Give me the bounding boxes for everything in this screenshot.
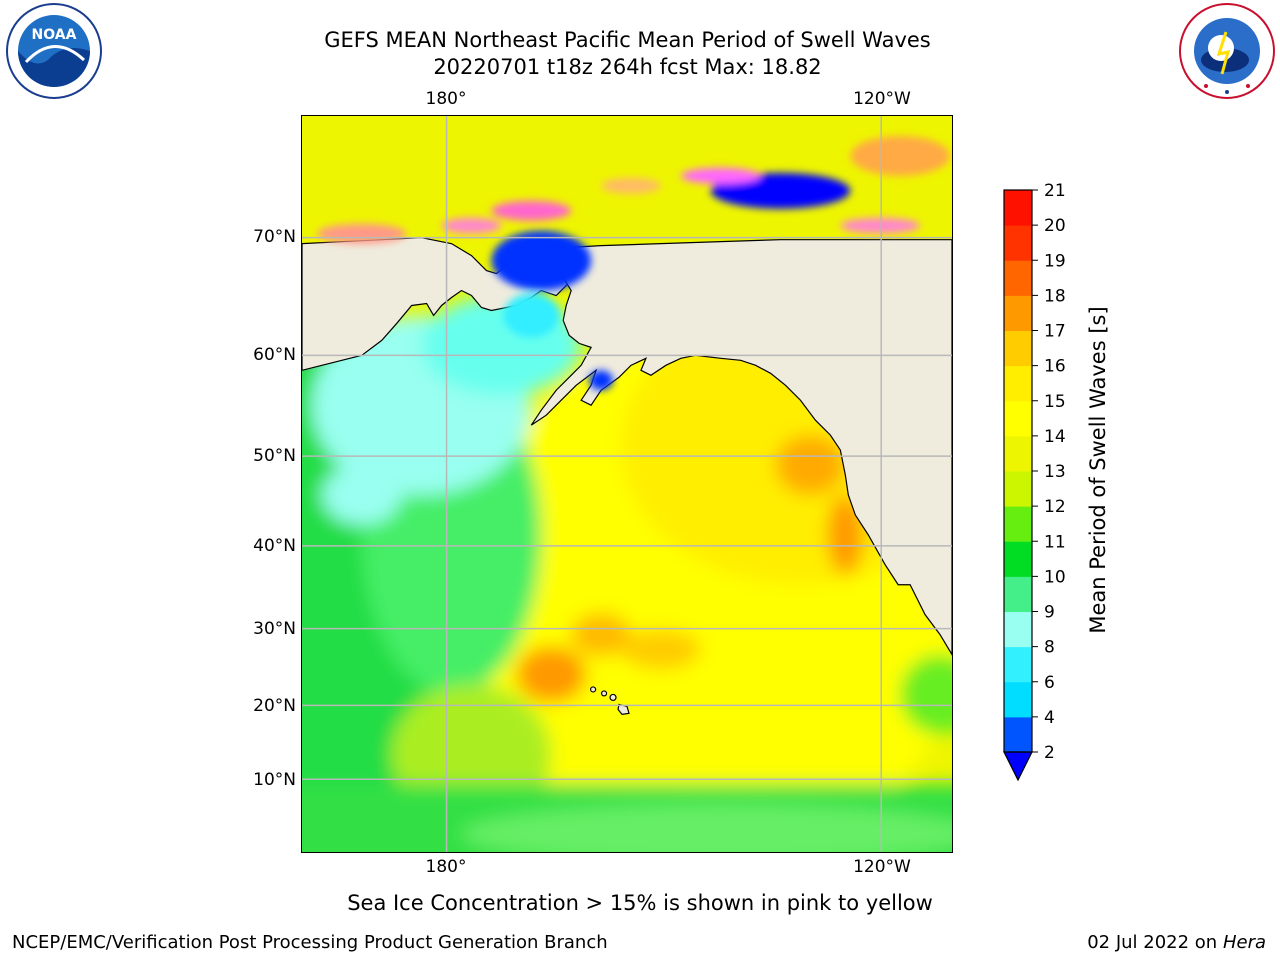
- chart-subtitle: 20220701 t18z 264h fcst Max: 18.82: [433, 55, 822, 79]
- colorbar-tick-label: 9: [1044, 603, 1055, 623]
- colorbar-bin: [1004, 190, 1032, 226]
- colorbar-tick-label: 13: [1044, 462, 1066, 482]
- colorbar-bin: [1004, 225, 1032, 261]
- colorbar-tick-label: 17: [1044, 322, 1066, 342]
- colorbar-bin: [1004, 716, 1032, 753]
- colorbar-bin: [1004, 576, 1032, 612]
- lat-label-10n: 10°N: [253, 770, 296, 790]
- colorbar-tick-label: 19: [1044, 251, 1066, 271]
- lat-label-70n: 70°N: [253, 227, 296, 247]
- colorbar-bin: [1004, 365, 1032, 402]
- lat-label-40n: 40°N: [253, 536, 296, 556]
- colorbar-tick-label: 15: [1044, 392, 1066, 412]
- footer-date: 02 Jul 2022 on Hera: [1087, 932, 1266, 953]
- colorbar: 2 4 6 8 9 10 11 12 13 14 15 16 17 18 19 20 21: [1003, 181, 1066, 782]
- colorbar-bin: [1004, 260, 1032, 296]
- colorbar-bin: [1004, 330, 1032, 367]
- colorbar-bin: [1004, 435, 1032, 472]
- noaa-logo-icon: NOAA: [6, 3, 102, 99]
- colorbar-tick-label: 16: [1044, 357, 1066, 377]
- footer-branch: NCEP/EMC/Verification Post Processing Pr…: [12, 932, 608, 953]
- colorbar-bin: [1004, 471, 1032, 507]
- colorbar-tick-label: 11: [1044, 532, 1066, 552]
- colorbar-bin: [1004, 541, 1032, 577]
- map-area: [301, 115, 953, 853]
- colorbar-tick-label: 21: [1044, 181, 1066, 201]
- nws-logo-icon: [1179, 3, 1275, 99]
- colorbar-tick-label: 8: [1044, 638, 1055, 658]
- lat-label-20n: 20°N: [253, 696, 296, 716]
- colorbar-bin: [1004, 646, 1032, 683]
- colorbar-tick-label: 10: [1044, 567, 1066, 587]
- colorbar-bin: [1004, 681, 1032, 718]
- colorbar-underflow-arrow: [1003, 751, 1033, 782]
- lat-label-50n: 50°N: [253, 446, 296, 466]
- colorbar-tick-label: 4: [1044, 708, 1055, 728]
- colorbar-tick-label: 18: [1044, 286, 1066, 306]
- lon-label-top-180: 180°: [425, 89, 467, 109]
- swell-period-map: [302, 116, 952, 852]
- colorbar-tick-label: 20: [1044, 216, 1066, 236]
- footer-date-text: 02 Jul 2022 on: [1087, 932, 1218, 953]
- colorbar-tick-label: 2: [1044, 743, 1055, 763]
- lon-label-bottom-180: 180°: [425, 857, 467, 877]
- colorbar-tick-label: 14: [1044, 427, 1066, 447]
- colorbar-bin: [1004, 611, 1032, 648]
- lon-label-bottom-120w: 120°W: [853, 857, 911, 877]
- lat-label-30n: 30°N: [253, 619, 296, 639]
- colorbar-bin: [1004, 506, 1032, 542]
- colorbar-tick-label: 12: [1044, 497, 1066, 517]
- colorbar-bin: [1004, 295, 1032, 331]
- chart-title: GEFS MEAN Northeast Pacific Mean Period …: [324, 28, 931, 52]
- colorbar-tick-label: 6: [1044, 673, 1055, 693]
- lon-label-top-120w: 120°W: [853, 89, 911, 109]
- colorbar-label: Mean Period of Swell Waves [s]: [1086, 306, 1110, 634]
- sea-ice-footnote: Sea Ice Concentration > 15% is shown in …: [347, 891, 933, 915]
- colorbar-bin: [1004, 400, 1032, 437]
- lat-label-60n: 60°N: [253, 345, 296, 365]
- svg-text:NOAA: NOAA: [32, 27, 77, 43]
- footer-host: Hera: [1222, 932, 1266, 953]
